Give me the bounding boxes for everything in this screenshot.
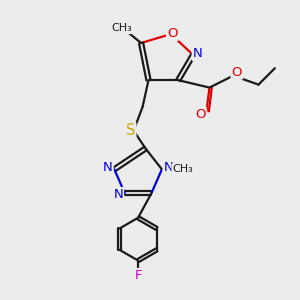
Text: S: S [126, 123, 135, 138]
Text: N: N [164, 161, 173, 174]
Text: N: N [113, 188, 123, 201]
Text: O: O [195, 108, 206, 121]
Text: O: O [232, 66, 242, 79]
Text: CH₃: CH₃ [111, 23, 132, 33]
Text: CH₃: CH₃ [172, 164, 193, 174]
Text: O: O [167, 27, 178, 40]
Text: N: N [103, 161, 113, 174]
Text: F: F [134, 269, 142, 282]
Text: N: N [193, 47, 202, 60]
